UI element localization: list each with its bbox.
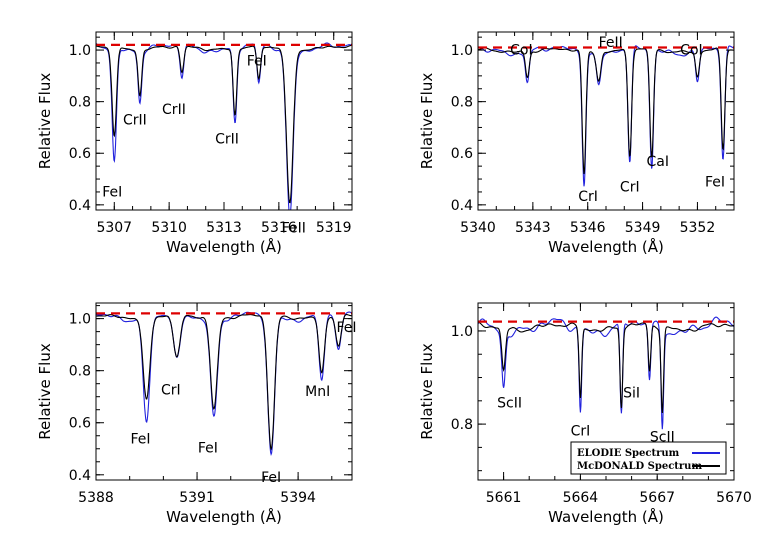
y-tick-label: 1.0	[451, 43, 473, 59]
line-label-fei: FeI	[337, 320, 357, 336]
line-label-fei: FeI	[247, 54, 267, 70]
y-tick-label: 0.4	[451, 198, 473, 214]
x-axis-title: Wavelength (Å)	[548, 237, 664, 256]
line-label-fei: FeI	[261, 470, 281, 486]
x-tick-label: 5340	[460, 220, 496, 236]
x-tick-label: 5394	[280, 490, 316, 506]
x-tick-label: 5670	[716, 490, 752, 506]
line-label-coi: CoI	[680, 42, 702, 58]
y-tick-label: 0.8	[451, 95, 473, 111]
spectrum-panel-3: 5388 5391 5394 0.4 0.6 0.8 1.0 Wavelength (Å) Re…	[36, 302, 357, 526]
x-tick-label: 5349	[625, 220, 661, 236]
plot-area	[478, 45, 734, 187]
legend: ELODIE Spectrum McDONALD Spectrum	[570, 441, 727, 475]
x-tick-label: 5319	[316, 220, 352, 236]
y-tick-label: 0.4	[69, 468, 91, 484]
x-axis-title: Wavelength (Å)	[166, 507, 282, 526]
y-axis-title: Relative Flux	[418, 343, 436, 440]
y-tick-label: 1.0	[69, 312, 91, 328]
x-axis-title: Wavelength (Å)	[548, 507, 664, 526]
y-tick-label: 1.0	[451, 324, 473, 340]
line-label-sii: SiI	[623, 386, 640, 402]
line-label-cri: CrI	[620, 180, 640, 196]
x-tick-label: 5388	[78, 490, 114, 506]
y-tick-label: 0.8	[69, 364, 91, 380]
line-label-fei: FeI	[198, 440, 218, 456]
y-tick-label: 1.0	[69, 43, 91, 59]
y-tick-label: 0.6	[451, 146, 473, 162]
mcdonald-spectrum-line	[478, 47, 734, 175]
elodie-spectrum-line	[478, 316, 734, 430]
line-label-scii: ScII	[497, 396, 522, 412]
spectrum-panel-2: 5340 5343 5346 5349 5352 0.4 0.6 0.8 1.0 Waveleng…	[418, 31, 735, 256]
y-tick-label: 0.4	[69, 198, 91, 214]
line-label-crii: CrII	[215, 132, 239, 148]
line-label-cri: CrI	[578, 189, 598, 205]
line-label-feii: FeII	[599, 35, 623, 51]
x-tick-label: 5661	[486, 490, 522, 506]
mcdonald-spectrum-line	[96, 44, 352, 204]
y-tick-label: 0.6	[69, 416, 91, 432]
x-tick-label: 5316	[261, 220, 297, 236]
mcdonald-spectrum-line	[96, 314, 352, 451]
x-tick-label: 5391	[179, 490, 215, 506]
line-label-coi: CoI	[510, 42, 532, 58]
x-tick-label: 5664	[563, 490, 599, 506]
plot-area	[478, 316, 734, 430]
legend-label: ELODIE Spectrum	[577, 448, 680, 459]
y-axis-title: Relative Flux	[36, 343, 54, 440]
spectrum-panel-1: 5307 5310 5313 5316 5319 0.4 0.6 0.8 1.0 Waveleng…	[36, 31, 353, 256]
x-tick-label: 5352	[680, 220, 716, 236]
plot-frame	[95, 302, 353, 481]
plot-area	[96, 42, 352, 210]
y-tick-label: 0.8	[451, 417, 473, 433]
mcdonald-spectrum-line	[478, 321, 734, 413]
y-tick-label: 0.6	[69, 146, 91, 162]
line-label-mni: MnI	[305, 384, 330, 400]
x-tick-label: 5307	[96, 220, 132, 236]
line-label-cri: CrI	[161, 382, 181, 398]
x-tick-label: 5310	[151, 220, 187, 236]
elodie-spectrum-line	[478, 45, 734, 187]
spectrum-panel-4: 5661 5664 5667 5670 0.8 1.0 Wavelength (Å) Rela…	[418, 302, 752, 526]
y-axis-title: Relative Flux	[418, 73, 436, 170]
y-axis-title: Relative Flux	[36, 73, 54, 170]
line-label-crii: CrII	[123, 112, 147, 128]
plot-area	[96, 311, 352, 457]
x-tick-label: 5667	[639, 490, 675, 506]
x-axis-title: Wavelength (Å)	[166, 237, 282, 256]
line-label-cai: CaI	[646, 154, 668, 170]
line-label-crii: CrII	[162, 102, 186, 118]
line-label-fei: FeI	[705, 174, 725, 190]
line-label-feii: FeII	[282, 221, 306, 237]
elodie-spectrum-line	[96, 42, 352, 210]
plot-frame	[477, 31, 735, 211]
x-tick-label: 5343	[515, 220, 551, 236]
x-tick-label: 5346	[570, 220, 606, 236]
legend-box	[570, 441, 727, 475]
x-tick-label: 5313	[206, 220, 242, 236]
legend-label: McDONALD Spectrum	[577, 461, 702, 472]
line-label-scii: ScII	[650, 429, 675, 445]
line-label-cri: CrI	[571, 423, 591, 439]
y-tick-label: 0.8	[69, 95, 91, 111]
line-label-fei: FeI	[131, 432, 151, 448]
line-label-fei: FeI	[102, 184, 122, 200]
